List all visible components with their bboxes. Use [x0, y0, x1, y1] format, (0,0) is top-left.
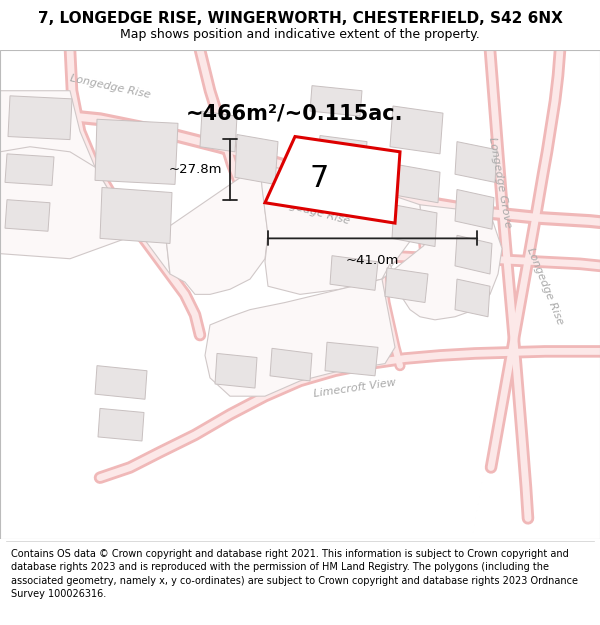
Text: 7, LONGEDGE RISE, WINGERWORTH, CHESTERFIELD, S42 6NX: 7, LONGEDGE RISE, WINGERWORTH, CHESTERFI…: [38, 11, 562, 26]
Polygon shape: [310, 86, 362, 116]
Polygon shape: [260, 164, 424, 294]
Text: Longedge Grove: Longedge Grove: [487, 136, 513, 229]
Polygon shape: [270, 348, 312, 381]
Polygon shape: [165, 164, 268, 294]
Text: Contains OS data © Crown copyright and database right 2021. This information is : Contains OS data © Crown copyright and d…: [11, 549, 578, 599]
Polygon shape: [455, 189, 494, 229]
Polygon shape: [385, 268, 428, 302]
Polygon shape: [325, 342, 378, 376]
Polygon shape: [5, 199, 50, 231]
Polygon shape: [455, 236, 492, 274]
Polygon shape: [98, 408, 144, 441]
Polygon shape: [330, 256, 378, 290]
Polygon shape: [5, 154, 54, 186]
Polygon shape: [8, 96, 72, 139]
Polygon shape: [455, 279, 490, 317]
Text: ~27.8m: ~27.8m: [169, 163, 222, 176]
Polygon shape: [200, 111, 237, 152]
Polygon shape: [390, 106, 443, 154]
Text: Map shows position and indicative extent of the property.: Map shows position and indicative extent…: [120, 28, 480, 41]
Text: Longedge Rise: Longedge Rise: [525, 246, 565, 326]
Polygon shape: [265, 136, 400, 223]
Text: Longedge Rise: Longedge Rise: [269, 196, 351, 226]
Polygon shape: [392, 164, 440, 202]
Polygon shape: [235, 134, 278, 184]
Text: 7: 7: [309, 164, 328, 193]
Polygon shape: [0, 91, 170, 274]
Text: Limecroft View: Limecroft View: [313, 378, 397, 399]
Polygon shape: [95, 119, 178, 184]
Polygon shape: [455, 142, 497, 182]
Polygon shape: [0, 147, 140, 259]
Text: ~466m²/~0.115ac.: ~466m²/~0.115ac.: [186, 103, 404, 123]
Polygon shape: [215, 353, 257, 388]
Text: ~41.0m: ~41.0m: [346, 254, 399, 267]
Polygon shape: [392, 205, 437, 246]
Polygon shape: [318, 136, 367, 168]
Polygon shape: [205, 279, 395, 396]
Text: Longedge Rise: Longedge Rise: [69, 73, 151, 100]
Polygon shape: [100, 188, 172, 244]
Polygon shape: [95, 366, 147, 399]
Polygon shape: [382, 205, 502, 320]
